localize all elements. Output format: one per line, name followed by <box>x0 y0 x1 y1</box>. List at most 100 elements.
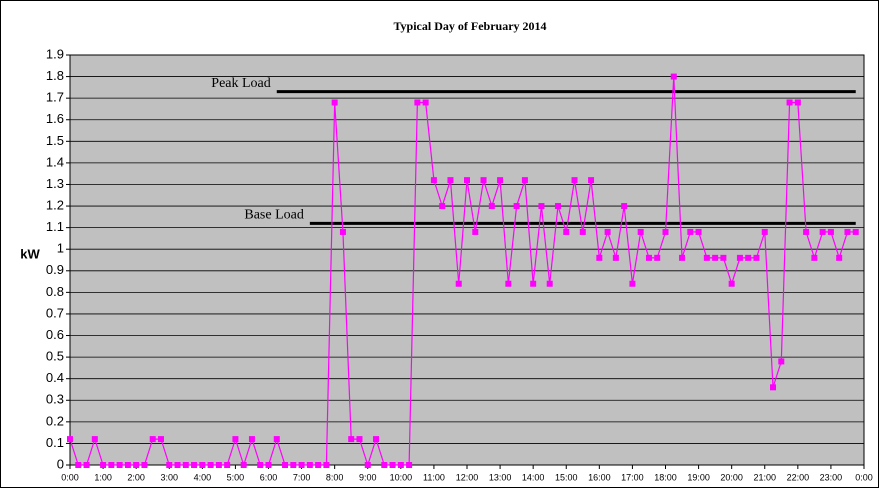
point-marker <box>645 254 652 261</box>
point-marker <box>778 358 785 365</box>
x-tick-label: 0:00 <box>855 472 873 482</box>
x-tick-label: 22:00 <box>787 472 810 482</box>
x-tick-label: 0:00 <box>61 472 79 482</box>
x-tick-label: 11:00 <box>423 472 445 482</box>
point-marker <box>83 462 90 468</box>
point-marker <box>596 254 603 261</box>
y-tick-label: 0.5 <box>46 349 64 364</box>
y-tick-label: 1.8 <box>46 68 64 83</box>
point-marker <box>191 462 198 468</box>
y-tick-label: 1.7 <box>46 90 64 105</box>
x-tick-label: 6:00 <box>260 472 278 482</box>
x-tick-label: 16:00 <box>588 472 611 482</box>
y-tick-label: 0.1 <box>46 435 64 450</box>
point-marker <box>373 436 380 443</box>
x-tick-label: 3:00 <box>160 472 178 482</box>
y-tick-label: 1.3 <box>46 176 64 191</box>
x-tick-label: 7:00 <box>293 472 311 482</box>
point-marker <box>695 228 702 235</box>
point-marker <box>745 254 752 261</box>
y-tick-label: 1.5 <box>46 133 64 148</box>
point-marker <box>679 254 686 261</box>
point-marker <box>133 462 140 468</box>
y-tick-label: 0.7 <box>46 305 64 320</box>
point-marker <box>629 280 636 287</box>
point-marker <box>654 254 661 261</box>
point-marker <box>455 280 462 287</box>
y-tick-label: 1 <box>57 241 64 256</box>
y-tick-label: 0.2 <box>46 413 64 428</box>
x-tick-label: 1:00 <box>94 472 112 482</box>
point-marker <box>166 462 173 468</box>
y-tick-label: 1.2 <box>46 197 64 212</box>
y-axis-label: kW <box>20 246 40 261</box>
point-marker <box>422 99 429 106</box>
point-marker <box>381 462 388 468</box>
x-tick-label: 23:00 <box>820 472 843 482</box>
point-marker <box>464 177 470 184</box>
point-marker <box>240 462 247 468</box>
point-marker <box>712 254 719 261</box>
chart-title: Typical Day of February 2014 <box>393 19 546 33</box>
point-marker <box>563 228 570 235</box>
point-marker <box>637 228 644 235</box>
point-marker <box>505 280 512 287</box>
reference-label: Peak Load <box>211 76 270 91</box>
point-marker <box>728 280 735 287</box>
point-marker <box>116 462 123 468</box>
point-marker <box>621 203 628 210</box>
x-tick-label: 15:00 <box>555 472 578 482</box>
x-tick-label: 9:00 <box>359 472 377 482</box>
point-marker <box>819 228 826 235</box>
point-marker <box>232 436 239 443</box>
point-marker <box>323 462 330 468</box>
point-marker <box>174 462 181 468</box>
point-marker <box>306 462 313 468</box>
point-marker <box>703 254 710 261</box>
point-marker <box>794 99 801 106</box>
y-tick-label: 0 <box>57 456 64 471</box>
point-marker <box>315 462 322 468</box>
point-marker <box>257 462 264 468</box>
y-tick-label: 1.6 <box>46 111 64 126</box>
point-marker <box>513 203 520 210</box>
y-tick-label: 1.4 <box>46 154 64 169</box>
point-marker <box>554 203 561 210</box>
point-marker <box>430 177 437 184</box>
y-tick-label: 0.6 <box>46 327 64 342</box>
point-marker <box>803 228 810 235</box>
point-marker <box>406 462 413 468</box>
point-marker <box>141 462 148 468</box>
point-marker <box>339 228 346 235</box>
point-marker <box>414 99 421 106</box>
point-marker <box>480 177 487 184</box>
point-marker <box>331 99 338 106</box>
point-marker <box>290 462 297 468</box>
point-marker <box>364 462 371 468</box>
y-tick-label: 0.8 <box>46 284 64 299</box>
point-marker <box>356 436 363 443</box>
point-marker <box>786 99 793 106</box>
x-tick-label: 20:00 <box>720 472 743 482</box>
point-marker <box>497 177 504 184</box>
x-tick-label: 14:00 <box>522 472 545 482</box>
point-marker <box>687 228 694 235</box>
point-marker <box>224 462 231 468</box>
point-marker <box>348 436 355 443</box>
point-marker <box>207 462 214 468</box>
point-marker <box>588 177 595 184</box>
x-tick-label: 5:00 <box>227 472 245 482</box>
point-marker <box>182 462 189 468</box>
point-marker <box>397 462 404 468</box>
plot-area <box>69 54 865 466</box>
point-marker <box>761 228 768 235</box>
x-tick-label: 18:00 <box>654 472 677 482</box>
x-tick-label: 8:00 <box>326 472 344 482</box>
point-marker <box>215 462 222 468</box>
point-marker <box>530 280 537 287</box>
point-marker <box>720 254 727 261</box>
point-marker <box>571 177 578 184</box>
point-marker <box>811 254 818 261</box>
point-marker <box>75 462 82 468</box>
